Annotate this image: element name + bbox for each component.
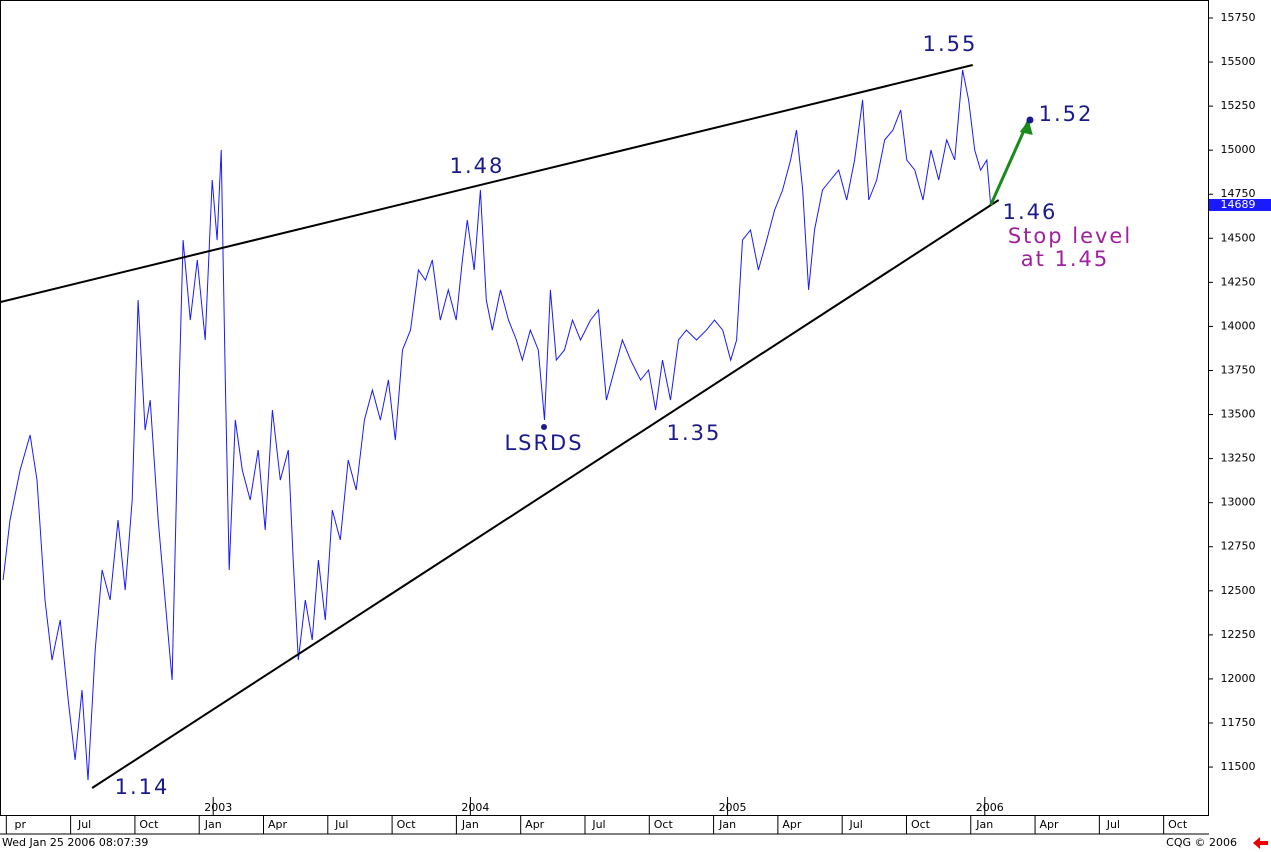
- y-tick-label: 12000: [1221, 672, 1256, 685]
- annotation: 1.55: [923, 32, 978, 56]
- marker-dot: [541, 424, 547, 430]
- annotation: 1.46: [1003, 200, 1058, 224]
- x-tick-label: Jul: [1106, 818, 1120, 831]
- x-tick-label: Oct: [911, 818, 931, 831]
- x-tick-label: Oct: [139, 818, 159, 831]
- x-tick-label: Oct: [1168, 818, 1188, 831]
- x-tick-label: Apr: [525, 818, 545, 831]
- x-tick-label: Jan: [718, 818, 736, 831]
- x-tick-label: Oct: [654, 818, 674, 831]
- y-tick-label: 11750: [1221, 716, 1256, 729]
- x-tick-label: Apr: [268, 818, 288, 831]
- y-tick-label: 15000: [1221, 143, 1256, 156]
- last-value-box: [1209, 198, 1271, 211]
- annotation: at 1.45: [1021, 247, 1110, 271]
- annotation: 1.48: [450, 154, 505, 178]
- y-tick-label: 14500: [1221, 231, 1256, 244]
- y-tick-label: 15500: [1221, 55, 1256, 68]
- y-tick-label: 13250: [1221, 452, 1256, 465]
- x-tick-label: Jul: [77, 818, 91, 831]
- x-tick-label: Oct: [397, 818, 417, 831]
- x-tick-label: Jul: [591, 818, 605, 831]
- y-tick-label: 15750: [1221, 11, 1256, 24]
- x-tick-label: Apr: [1040, 818, 1060, 831]
- y-tick-label: 12500: [1221, 584, 1256, 597]
- annotation: 1.52: [1039, 102, 1094, 126]
- x-tick-label: Jan: [204, 818, 222, 831]
- projection-arrow: [989, 119, 1031, 206]
- y-tick-label: 13750: [1221, 363, 1256, 376]
- x-tick-label: Jan: [461, 818, 479, 831]
- annotation: LSRDS: [504, 431, 583, 455]
- y-tick-label: 14000: [1221, 319, 1256, 332]
- y-tick-label: 12250: [1221, 628, 1256, 641]
- y-tick-label: 14250: [1221, 275, 1256, 288]
- x-tick-label: pr: [15, 818, 27, 831]
- y-tick-label: 12750: [1221, 540, 1256, 553]
- year-label: 2006: [976, 801, 1004, 814]
- marker-dot: [1026, 116, 1034, 124]
- source: CQG © 2006: [1166, 836, 1237, 849]
- price-line: [2, 69, 992, 781]
- year-label: 2004: [461, 801, 489, 814]
- y-tick-label: 15250: [1221, 99, 1256, 112]
- y-tick-label: 13500: [1221, 408, 1256, 421]
- y-tick-label: 13000: [1221, 496, 1256, 509]
- arrow-head: [1019, 120, 1033, 136]
- x-tick-label: Jul: [334, 818, 348, 831]
- annotation: 1.35: [667, 421, 722, 445]
- timestamp: Wed Jan 25 2006 08:07:39: [2, 836, 148, 849]
- plot-frame: [0, 0, 1209, 816]
- trend-line: [91, 199, 1000, 789]
- last-value-label: 14689: [1221, 198, 1256, 211]
- x-tick-label: Jan: [975, 818, 993, 831]
- x-tick-label: Apr: [782, 818, 802, 831]
- x-tick-label: Jul: [849, 818, 863, 831]
- trend-line: [0, 64, 973, 304]
- y-tick-label: 11500: [1221, 760, 1256, 773]
- nav-arrow[interactable]: [1253, 837, 1268, 849]
- annotation: 1.14: [115, 775, 170, 799]
- year-label: 2003: [204, 801, 232, 814]
- y-tick-label: 14750: [1221, 187, 1256, 200]
- year-label: 2005: [719, 801, 747, 814]
- annotation: Stop level: [1008, 224, 1132, 248]
